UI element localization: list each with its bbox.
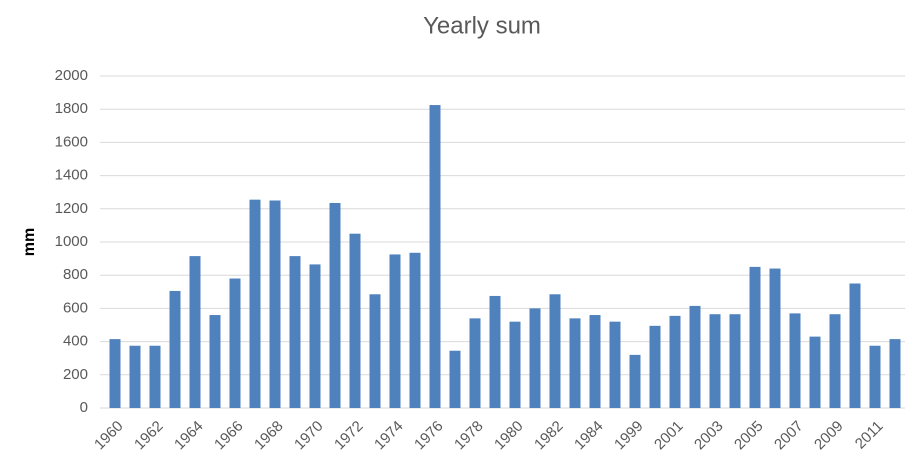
x-tick-label: 1974 <box>371 418 407 454</box>
bar <box>729 314 741 408</box>
y-tick-label: 1800 <box>55 100 88 117</box>
bar <box>149 345 161 408</box>
x-tick-label: 1972 <box>331 418 367 454</box>
bar <box>709 314 721 408</box>
x-tick-label: 1960 <box>91 418 127 454</box>
bar <box>309 264 321 408</box>
bar <box>669 315 681 408</box>
bar <box>109 339 121 408</box>
x-tick-label: 1982 <box>531 418 567 454</box>
y-tick-label: 600 <box>63 299 88 316</box>
y-tick-label: 2000 <box>55 67 88 84</box>
y-tick-label: 400 <box>63 333 88 350</box>
bar <box>609 321 621 408</box>
bar <box>409 252 421 408</box>
bar <box>809 336 821 408</box>
x-tick-label: 1962 <box>131 418 167 454</box>
bar <box>529 308 541 408</box>
chart-title: Yearly sum <box>423 12 541 39</box>
bar <box>269 200 281 408</box>
bar <box>869 345 881 408</box>
bar <box>389 254 401 408</box>
bar <box>849 283 861 408</box>
bar <box>449 350 461 408</box>
y-tick-label: 800 <box>63 266 88 283</box>
bar <box>769 268 781 408</box>
x-tick-label: 1984 <box>571 418 607 454</box>
bar <box>509 321 521 408</box>
bar <box>629 354 641 408</box>
bar <box>429 105 441 409</box>
bar <box>569 318 581 408</box>
x-tick-label: 1968 <box>251 418 287 454</box>
bar <box>889 339 901 408</box>
y-tick-label: 1200 <box>55 200 88 217</box>
y-tick-label: 200 <box>63 366 88 383</box>
x-tick-label: 2007 <box>771 418 807 454</box>
bar <box>649 325 661 408</box>
bar <box>249 199 261 408</box>
bar <box>469 318 481 408</box>
bar <box>549 294 561 408</box>
bar <box>329 202 341 408</box>
bar <box>189 256 201 408</box>
x-tick-label: 1964 <box>171 418 207 454</box>
x-tick-label: 1978 <box>451 418 487 454</box>
x-tick-label: 1999 <box>611 418 647 454</box>
x-tick-label: 2001 <box>651 418 687 454</box>
bar <box>789 313 801 408</box>
bar <box>829 314 841 408</box>
x-tick-label: 1976 <box>411 418 447 454</box>
bar <box>129 345 141 408</box>
bar <box>749 266 761 408</box>
bar <box>349 233 361 408</box>
bar <box>169 290 181 408</box>
x-tick-label: 2011 <box>852 418 887 453</box>
y-tick-label: 0 <box>80 399 88 416</box>
x-tick-label: 2005 <box>731 418 767 454</box>
bar <box>369 294 381 408</box>
y-tick-label: 1600 <box>55 133 88 150</box>
x-tick-label: 1980 <box>491 418 527 454</box>
bar <box>229 278 241 408</box>
x-tick-label: 1970 <box>291 418 327 454</box>
bar <box>689 305 701 408</box>
bar <box>289 256 301 408</box>
x-tick-label: 2003 <box>691 418 727 454</box>
bar <box>589 315 601 408</box>
x-tick-label: 2009 <box>811 418 847 454</box>
y-tick-label: 1400 <box>55 167 88 184</box>
y-axis-label: mm <box>21 228 38 256</box>
bar <box>209 315 221 408</box>
y-tick-label: 1000 <box>55 233 88 250</box>
bar <box>489 295 501 408</box>
x-tick-label: 1966 <box>211 418 247 454</box>
